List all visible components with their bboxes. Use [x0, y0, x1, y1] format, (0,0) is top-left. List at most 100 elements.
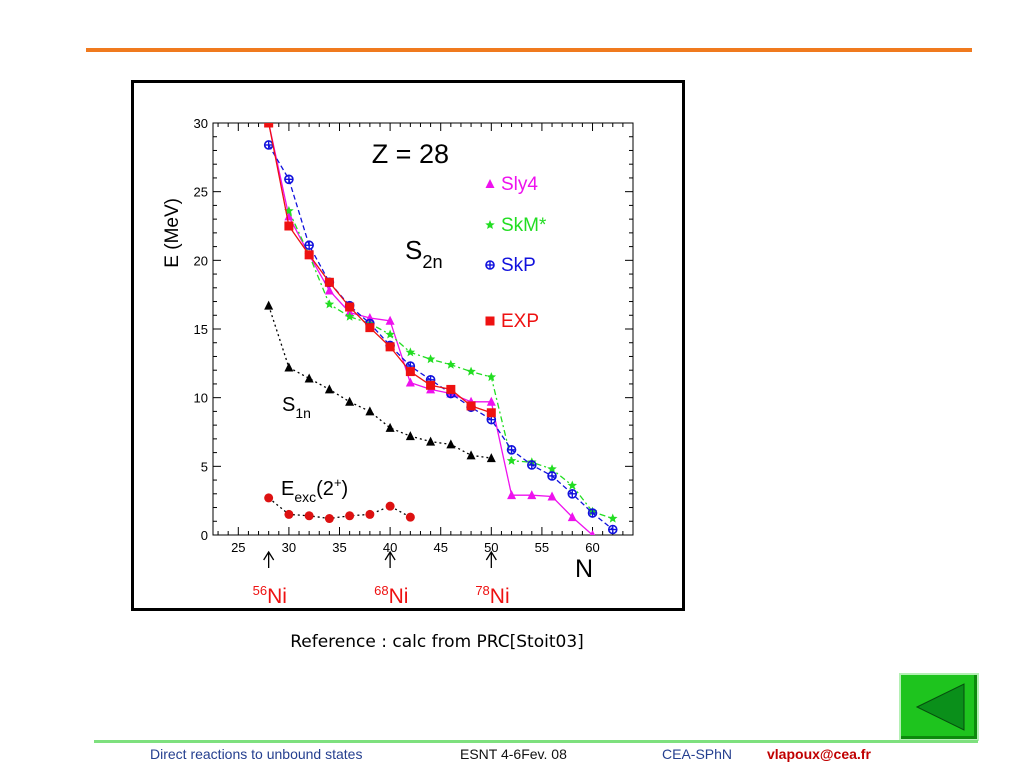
- data-point: [324, 277, 334, 287]
- data-point: [385, 329, 395, 339]
- data-point: [446, 359, 456, 369]
- data-point: [466, 401, 476, 411]
- data-point: [345, 396, 355, 406]
- data-point: [608, 513, 618, 523]
- y-tick-label: 5: [201, 459, 208, 474]
- data-point: [365, 323, 375, 333]
- data-point: [446, 439, 456, 449]
- data-point: [324, 285, 334, 295]
- data-point: [365, 406, 375, 416]
- annotation-s1n: S1n: [282, 394, 311, 421]
- data-point: [264, 123, 274, 128]
- annotation-s2n: S2n: [405, 235, 443, 272]
- footer-email[interactable]: vlapoux@cea.fr: [767, 746, 871, 762]
- data-point: [284, 509, 294, 519]
- chart-title: Z = 28: [372, 139, 449, 169]
- data-point: [345, 511, 355, 521]
- data-point: [284, 174, 294, 185]
- data-point: [324, 299, 335, 309]
- data-point: [466, 450, 476, 460]
- x-tick-label: 50: [484, 540, 498, 555]
- data-point: [263, 140, 274, 150]
- data-point: [304, 373, 314, 383]
- data-point: [304, 511, 314, 521]
- plot-area: [212, 122, 634, 536]
- data-point: [405, 431, 415, 441]
- data-point: [506, 445, 517, 455]
- nucleus-marker: 78Ni: [475, 550, 510, 608]
- x-tick-label: 60: [585, 540, 599, 555]
- figure-caption: Reference : calc from PRC[Stoit03]: [290, 632, 584, 652]
- data-point: [506, 455, 517, 465]
- series-line: [268, 123, 593, 535]
- x-tick-label: 55: [535, 540, 549, 555]
- x-axis-label: N: [575, 555, 593, 583]
- back-arrow-icon: [915, 683, 965, 731]
- data-point: [304, 250, 314, 260]
- y-tick-label: 15: [194, 322, 208, 337]
- data-point: [324, 514, 334, 524]
- legend-label: EXP: [501, 311, 539, 332]
- data-point: [264, 300, 274, 310]
- data-point: [466, 366, 476, 376]
- arrow-head: [485, 550, 497, 561]
- nucleus-marker: 68Ni: [374, 550, 408, 608]
- nucleus-marker: 56Ni: [253, 550, 287, 608]
- series-skp: [263, 140, 618, 535]
- data-point: [304, 240, 314, 251]
- data-point: [385, 342, 395, 352]
- data-point: [284, 221, 294, 231]
- data-point: [344, 311, 355, 321]
- data-point: [264, 493, 274, 503]
- data-point: [324, 384, 334, 394]
- x-tick-label: 25: [231, 540, 245, 555]
- footer-org: CEA-SPhN: [662, 746, 733, 762]
- data-point: [385, 501, 395, 511]
- data-point: [486, 408, 496, 418]
- data-point: [486, 453, 496, 463]
- x-tick-label: 45: [433, 540, 447, 555]
- series-line5: [264, 493, 415, 524]
- data-point: [567, 512, 577, 522]
- data-point: [547, 464, 557, 474]
- data-point: [486, 372, 497, 382]
- chart-svg: 25 30 35 40 45 50 55 60 0 5 10 15 20 25 30 E (MeV) N Z = …: [162, 116, 634, 608]
- y-tick-label: 0: [201, 528, 208, 543]
- data-point: [385, 315, 395, 325]
- nucleus-label: 68Ni: [374, 583, 408, 608]
- footer-title: Direct reactions to unbound states: [150, 746, 363, 762]
- y-axis-label: E (MeV): [162, 198, 183, 268]
- data-point: [405, 367, 415, 377]
- nucleus-label: 56Ni: [253, 583, 287, 608]
- data-point: [567, 488, 578, 499]
- data-point: [385, 422, 395, 432]
- data-point: [527, 490, 537, 500]
- x-tick-label: 30: [282, 540, 296, 555]
- bottom-rule: [94, 740, 978, 743]
- arrow-head: [384, 550, 396, 561]
- chart-figure: 25 30 35 40 45 50 55 60 0 5 10 15 20 25 30 E (MeV) N Z = …: [131, 80, 685, 611]
- data-point: [405, 512, 415, 522]
- data-point: [284, 205, 294, 215]
- series-line: [268, 144, 614, 531]
- data-point: [486, 396, 496, 406]
- data-point: [446, 384, 456, 394]
- data-point: [547, 491, 557, 501]
- arrow-head: [263, 550, 275, 561]
- series-sly4: [264, 123, 596, 535]
- data-point: [365, 509, 375, 519]
- data-point: [587, 508, 598, 518]
- legend-marker: [485, 179, 495, 188]
- data-point: [345, 302, 355, 312]
- y-tick-label: 10: [194, 391, 208, 406]
- y-tick-label: 20: [194, 253, 208, 268]
- series-exp: [264, 123, 496, 418]
- legend-label: SkM*: [501, 215, 547, 236]
- legend-label: SkP: [501, 255, 536, 276]
- data-point: [426, 380, 436, 390]
- data-point: [405, 347, 416, 357]
- data-point: [526, 460, 537, 470]
- data-point: [425, 354, 436, 364]
- back-button[interactable]: [899, 673, 979, 741]
- legend-label: Sly4: [501, 174, 538, 195]
